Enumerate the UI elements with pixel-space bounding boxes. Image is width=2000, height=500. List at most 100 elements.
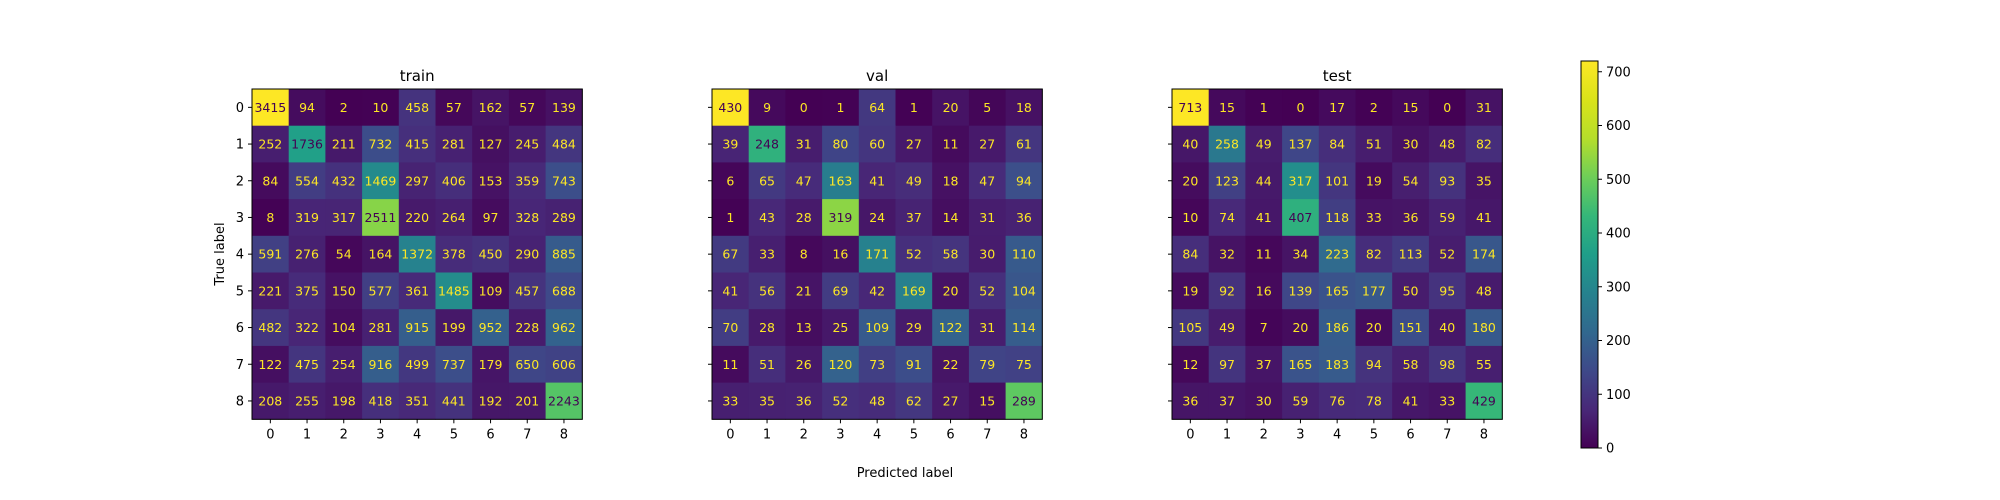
cell-value-label: 458 [405, 100, 429, 115]
x-tick-label: 1 [303, 427, 311, 442]
cell-value-label: 122 [258, 357, 282, 372]
cell-value-label: 359 [515, 173, 539, 188]
cell-value-label: 52 [906, 247, 922, 262]
heatmap-cell [545, 162, 583, 200]
heatmap-cell [1005, 125, 1043, 163]
cell-value-label: 1372 [401, 247, 433, 262]
x-tick-label: 0 [726, 427, 734, 442]
cell-value-label: 137 [1289, 137, 1313, 152]
cell-value-label: 70 [722, 320, 738, 335]
x-tick-label: 6 [486, 427, 494, 442]
cell-value-label: 10 [372, 100, 388, 115]
x-tick-label: 8 [560, 427, 568, 442]
cell-value-label: 211 [332, 137, 356, 152]
heatmap-cell [1282, 89, 1320, 127]
cell-value-label: 2 [1370, 100, 1378, 115]
heatmap-cell [508, 272, 546, 310]
heatmap-cell [398, 345, 436, 383]
heatmap-cell [398, 272, 436, 310]
heatmap-cell [895, 162, 933, 200]
heatmap-cell [472, 162, 510, 200]
heatmap-cell [858, 125, 896, 163]
cell-value-label: 33 [759, 247, 775, 262]
cell-value-label: 31 [1476, 100, 1492, 115]
cell-value-label: 378 [442, 247, 466, 262]
heatmap-cell [1465, 272, 1503, 310]
heatmap-cell [288, 162, 326, 200]
cell-value-label: 49 [1256, 137, 1272, 152]
cell-value-label: 11 [722, 357, 738, 372]
cell-value-label: 441 [442, 393, 466, 408]
cell-value-label: 67 [722, 247, 738, 262]
heatmap-cell [1282, 162, 1320, 200]
heatmap-cell [362, 382, 400, 420]
heatmap-cell [1245, 309, 1283, 347]
cell-value-label: 252 [258, 137, 282, 152]
heatmap-cell [1465, 199, 1503, 237]
heatmap-cell [1172, 162, 1210, 200]
cell-value-label: 94 [1016, 173, 1032, 188]
heatmap-cell [325, 272, 363, 310]
heatmap-cell [1172, 309, 1210, 347]
cell-value-label: 1 [910, 100, 918, 115]
heatmap-cell [1318, 345, 1356, 383]
cell-value-label: 1469 [365, 173, 397, 188]
heatmap-cell [288, 272, 326, 310]
heatmap-cell [1245, 235, 1283, 273]
heatmap-cell [362, 89, 400, 127]
cell-value-label: 8 [800, 247, 808, 262]
cell-value-label: 43 [759, 210, 775, 225]
cell-value-label: 554 [295, 173, 319, 188]
heatmap-cell [1005, 272, 1043, 310]
heatmap-cell [712, 125, 750, 163]
heatmap-cell [1465, 309, 1503, 347]
heatmap-cell [1208, 235, 1246, 273]
cell-value-label: 20 [1366, 320, 1382, 335]
heatmap-cell [325, 235, 363, 273]
colorbar: 0 100 200 300 400 500 600 700 [1580, 60, 1631, 457]
heatmap-cell [508, 382, 546, 420]
y-axis-label: True label [213, 222, 228, 286]
y-tick-label: 6 [236, 321, 244, 336]
heatmap-cell [288, 89, 326, 127]
heatmap-cell [858, 89, 896, 127]
heatmap-cell [748, 89, 786, 127]
cell-value-label: 57 [446, 100, 462, 115]
cell-value-label: 123 [1215, 173, 1239, 188]
cell-value-label: 264 [442, 210, 466, 225]
x-tick-label: 5 [1370, 427, 1378, 442]
heatmap-cell [1355, 309, 1393, 347]
cell-value-label: 164 [369, 247, 393, 262]
heatmap-cell [1428, 199, 1466, 237]
cell-value-label: 82 [1366, 247, 1382, 262]
cell-value-label: 114 [1012, 320, 1036, 335]
heatmap-cell [1465, 345, 1503, 383]
cell-value-label: 351 [405, 393, 429, 408]
cell-value-label: 31 [979, 320, 995, 335]
heatmap-cell [1172, 125, 1210, 163]
heatmap-cell [252, 125, 290, 163]
x-tick-label: 8 [1020, 427, 1028, 442]
cell-value-label: 26 [796, 357, 812, 372]
heatmap-cell [785, 125, 823, 163]
heatmap-cell [472, 235, 510, 273]
heatmap-cell [545, 235, 583, 273]
heatmap-cell [785, 199, 823, 237]
heatmap-cell [895, 309, 933, 347]
heatmap-cell [508, 309, 546, 347]
colorbar-tick-label: 300 [1606, 280, 1631, 295]
heatmap-cell [1392, 89, 1430, 127]
heatmap-cell [932, 162, 970, 200]
cell-value-label: 199 [442, 320, 466, 335]
cell-value-label: 49 [906, 173, 922, 188]
cell-value-label: 1485 [438, 283, 470, 298]
cell-value-label: 139 [552, 100, 576, 115]
cell-value-label: 42 [869, 283, 885, 298]
cell-value-label: 407 [1289, 210, 1313, 225]
cell-value-label: 223 [1325, 247, 1349, 262]
colorbar-gradient [1580, 60, 1599, 449]
heatmap-cell [398, 162, 436, 200]
cell-value-label: 10 [1182, 210, 1198, 225]
heatmap-cell [1172, 345, 1210, 383]
heatmap-cell [712, 309, 750, 347]
